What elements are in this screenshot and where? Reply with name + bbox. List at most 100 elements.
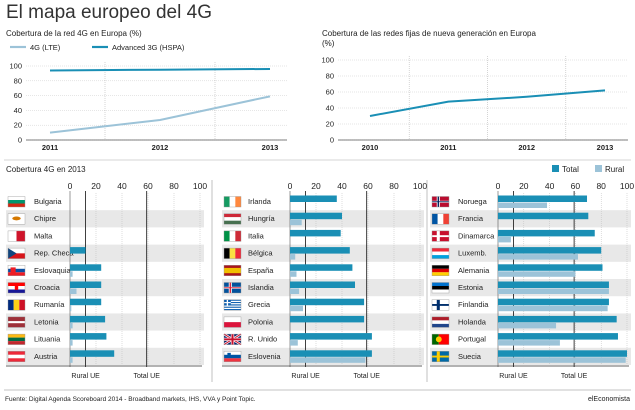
chart1-xtick: 2012 bbox=[152, 143, 169, 152]
country-label: Italia bbox=[248, 231, 265, 240]
bar-total bbox=[498, 281, 609, 288]
flag-pt-icon bbox=[431, 333, 450, 345]
bar-total bbox=[290, 350, 372, 357]
flag-ee-icon bbox=[431, 282, 450, 294]
chart2-ytick: 60 bbox=[326, 88, 334, 97]
bar-rural bbox=[498, 202, 548, 208]
legend-rural-swatch bbox=[595, 165, 602, 172]
bar-total bbox=[70, 264, 102, 271]
country-label: Eslovaquia bbox=[34, 266, 72, 275]
bar-xtick: 0 bbox=[68, 181, 73, 191]
country-label: Lituania bbox=[34, 335, 61, 344]
country-label: Polonia bbox=[248, 317, 274, 326]
bar-xtick: 100 bbox=[413, 181, 427, 191]
flag-lu-icon bbox=[431, 247, 450, 259]
bar-xtick: 0 bbox=[496, 181, 501, 191]
bar-rural bbox=[70, 305, 72, 312]
bar-total bbox=[70, 333, 107, 340]
bar-total bbox=[290, 315, 365, 323]
bar-xtick: 60 bbox=[571, 181, 581, 191]
flag-de-icon bbox=[431, 265, 450, 276]
bar-rural bbox=[498, 322, 557, 329]
bar-total bbox=[290, 195, 337, 202]
flag-fi-icon bbox=[431, 299, 450, 311]
country-label: Portugal bbox=[458, 335, 486, 344]
bar-rural bbox=[498, 357, 626, 363]
country-label: Luxemb. bbox=[458, 249, 487, 258]
chart2-series-line bbox=[369, 89, 606, 117]
page-title: El mapa europeo del 4G bbox=[6, 2, 212, 23]
country-label: R. Unido bbox=[248, 335, 277, 344]
flag-mt-icon bbox=[7, 230, 26, 242]
chart1-ytick: 20 bbox=[14, 121, 22, 130]
legend-total-swatch bbox=[552, 165, 559, 172]
bar-xtick: 100 bbox=[193, 181, 207, 191]
country-label: Irlanda bbox=[248, 197, 272, 206]
brand-logo: elEconomista bbox=[588, 396, 630, 403]
bar-xtick: 60 bbox=[363, 181, 373, 191]
country-label: Rep. Checa bbox=[34, 249, 74, 258]
rural-ue-label: Rural UE bbox=[499, 373, 528, 380]
flag-es-icon bbox=[223, 265, 242, 276]
country-label: Finlandia bbox=[458, 300, 489, 309]
bar-total bbox=[498, 350, 627, 357]
bar-rural bbox=[498, 254, 578, 260]
country-label: Rumanía bbox=[34, 300, 65, 309]
bar-xtick: 100 bbox=[620, 181, 634, 191]
bar-total bbox=[70, 298, 102, 306]
source-note: Fuente: Digital Agenda Scoreboard 2014 -… bbox=[5, 396, 256, 403]
flag-si-icon bbox=[223, 351, 242, 362]
flag-ro-icon bbox=[7, 299, 26, 311]
bar-rural bbox=[498, 288, 609, 294]
chart2-xtick: 2010 bbox=[362, 143, 379, 152]
bar-total bbox=[498, 229, 595, 237]
bar-rural bbox=[290, 219, 302, 226]
rural-ue-label: Rural UE bbox=[291, 373, 320, 380]
chart1-series-line bbox=[49, 95, 271, 134]
bar-row-stripe bbox=[6, 244, 204, 262]
bar-row-stripe bbox=[6, 279, 204, 297]
bar-rural bbox=[498, 340, 560, 346]
flag-bg-icon bbox=[7, 196, 26, 208]
total-ue-label: Total UE bbox=[561, 373, 588, 380]
chart1-series-line bbox=[49, 67, 271, 72]
flag-is-icon bbox=[223, 282, 242, 294]
chart2-xtick: 2012 bbox=[518, 143, 535, 152]
flag-fr-icon bbox=[431, 213, 450, 225]
bar-total bbox=[498, 264, 603, 271]
chart2-xtick: 2011 bbox=[440, 143, 456, 152]
country-label: Malta bbox=[34, 231, 53, 240]
flag-lt-icon bbox=[7, 333, 26, 345]
country-label: Austria bbox=[34, 352, 58, 361]
country-label: Suecia bbox=[458, 352, 482, 361]
bar-xtick: 80 bbox=[169, 181, 179, 191]
bar-rural bbox=[290, 340, 298, 346]
bar-rural bbox=[290, 271, 297, 277]
bar-total bbox=[290, 212, 342, 220]
bar-xtick: 0 bbox=[288, 181, 293, 191]
legend-lte-label: 4G (LTE) bbox=[30, 43, 61, 52]
chart1-xtick: 2013 bbox=[262, 143, 279, 152]
chart2-subtitle: (%) bbox=[322, 39, 335, 48]
country-label: Bulgaria bbox=[34, 197, 62, 206]
flag-be-icon bbox=[223, 247, 242, 259]
bar-rural bbox=[290, 357, 366, 363]
bar-rural bbox=[498, 305, 608, 312]
flag-cz-icon bbox=[7, 247, 26, 259]
country-label: Eslovenia bbox=[248, 352, 281, 361]
chart1-ytick: 80 bbox=[14, 76, 22, 85]
flag-pl-icon bbox=[223, 316, 242, 328]
flag-it-icon bbox=[223, 230, 242, 242]
flag-dk-icon bbox=[431, 230, 450, 242]
bar-total bbox=[290, 281, 355, 288]
chart2-ytick: 40 bbox=[326, 104, 334, 113]
chart1-title: Cobertura de la red 4G en Europa (%) bbox=[6, 29, 142, 38]
country-label: Francia bbox=[458, 214, 484, 223]
bar-total bbox=[70, 350, 115, 357]
bar-chart-title: Cobertura 4G en 2013 bbox=[6, 165, 86, 174]
flag-lv-icon bbox=[7, 316, 26, 328]
chart2-xtick: 2013 bbox=[597, 143, 614, 152]
bar-xtick: 40 bbox=[545, 181, 555, 191]
country-label: Islandia bbox=[248, 283, 275, 292]
bar-xtick: 20 bbox=[519, 181, 529, 191]
